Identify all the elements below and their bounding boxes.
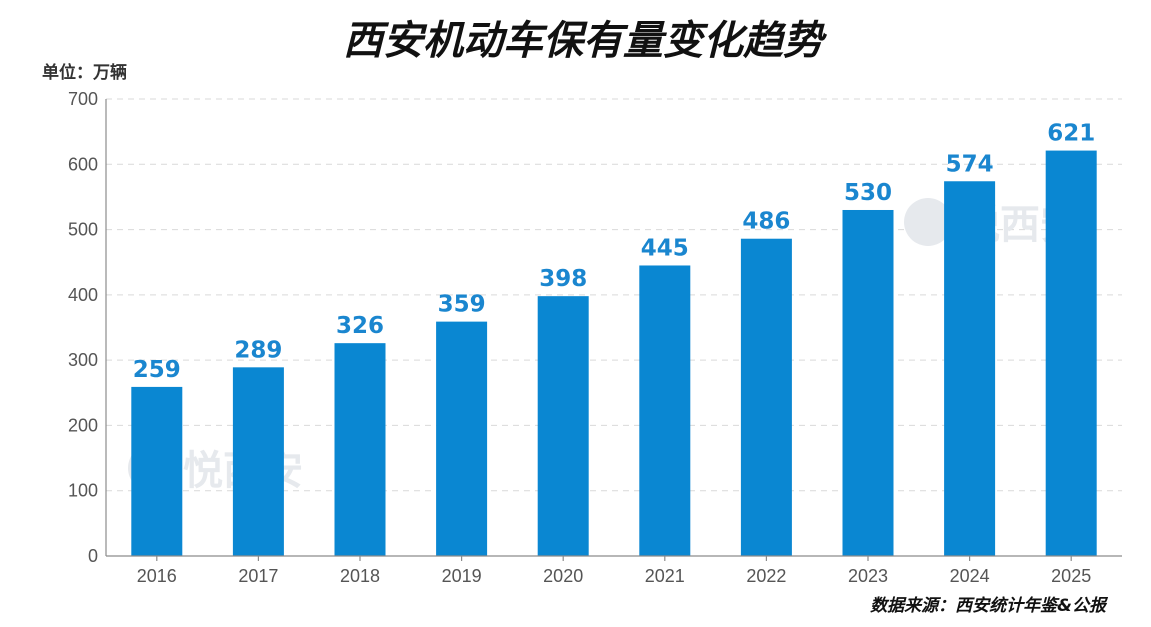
x-axis-ticks: 2016 2017 2018 2019 2020 2021 2022 2023 2024 2025 (137, 556, 1091, 586)
bar-2019 (436, 321, 488, 556)
y-tick-label: 100 (68, 481, 98, 501)
bar-2017 (232, 367, 284, 556)
value-label-2016: 259 (133, 357, 181, 383)
x-tick-label-2023: 2023 (848, 566, 888, 586)
x-tick-label-2017: 2017 (238, 566, 278, 586)
bar-2023 (842, 209, 894, 556)
y-tick-label: 300 (68, 350, 98, 370)
x-tick-label-2018: 2018 (340, 566, 380, 586)
value-label-2023: 530 (844, 180, 892, 206)
source-note: 数据来源：西安统计年鉴&公报 (870, 596, 1109, 616)
y-axis-ticks: 0 100 200 300 400 500 600 700 (68, 89, 98, 566)
unit-label: 单位：万辆 (42, 62, 127, 83)
x-tick-label-2021: 2021 (645, 566, 685, 586)
x-tick-label-2020: 2020 (543, 566, 583, 586)
x-tick-label-2025: 2025 (1051, 566, 1091, 586)
value-label-2022: 486 (742, 209, 790, 235)
value-labels: 259 289 326 359 398 445 486 530 574 621 (133, 121, 1095, 383)
chart-title: 西安机动车保有量变化趋势 (343, 18, 828, 64)
bar-2020 (537, 296, 589, 556)
bar-2018 (334, 343, 386, 556)
y-tick-label: 200 (68, 415, 98, 435)
value-label-2020: 398 (539, 266, 587, 292)
bar-2024 (944, 181, 996, 556)
x-tick-label-2016: 2016 (137, 566, 177, 586)
bar-2021 (639, 265, 691, 556)
y-tick-label: 700 (68, 89, 98, 109)
y-tick-label: 600 (68, 154, 98, 174)
value-label-2021: 445 (641, 235, 689, 261)
x-tick-label-2019: 2019 (442, 566, 482, 586)
value-label-2024: 574 (946, 151, 994, 177)
value-label-2019: 359 (438, 292, 486, 318)
y-tick-label: 0 (88, 546, 98, 566)
x-tick-label-2022: 2022 (746, 566, 786, 586)
y-tick-label: 500 (68, 220, 98, 240)
value-label-2017: 289 (234, 337, 282, 363)
brand-logo-icon (904, 198, 952, 246)
x-tick-label-2024: 2024 (950, 566, 990, 586)
value-label-2018: 326 (336, 313, 384, 339)
value-label-2025: 621 (1047, 121, 1095, 147)
bar-2022 (740, 238, 792, 556)
bar-2025 (1045, 150, 1097, 556)
bars (131, 150, 1097, 556)
bar-2016 (131, 386, 183, 556)
y-tick-label: 400 (68, 285, 98, 305)
